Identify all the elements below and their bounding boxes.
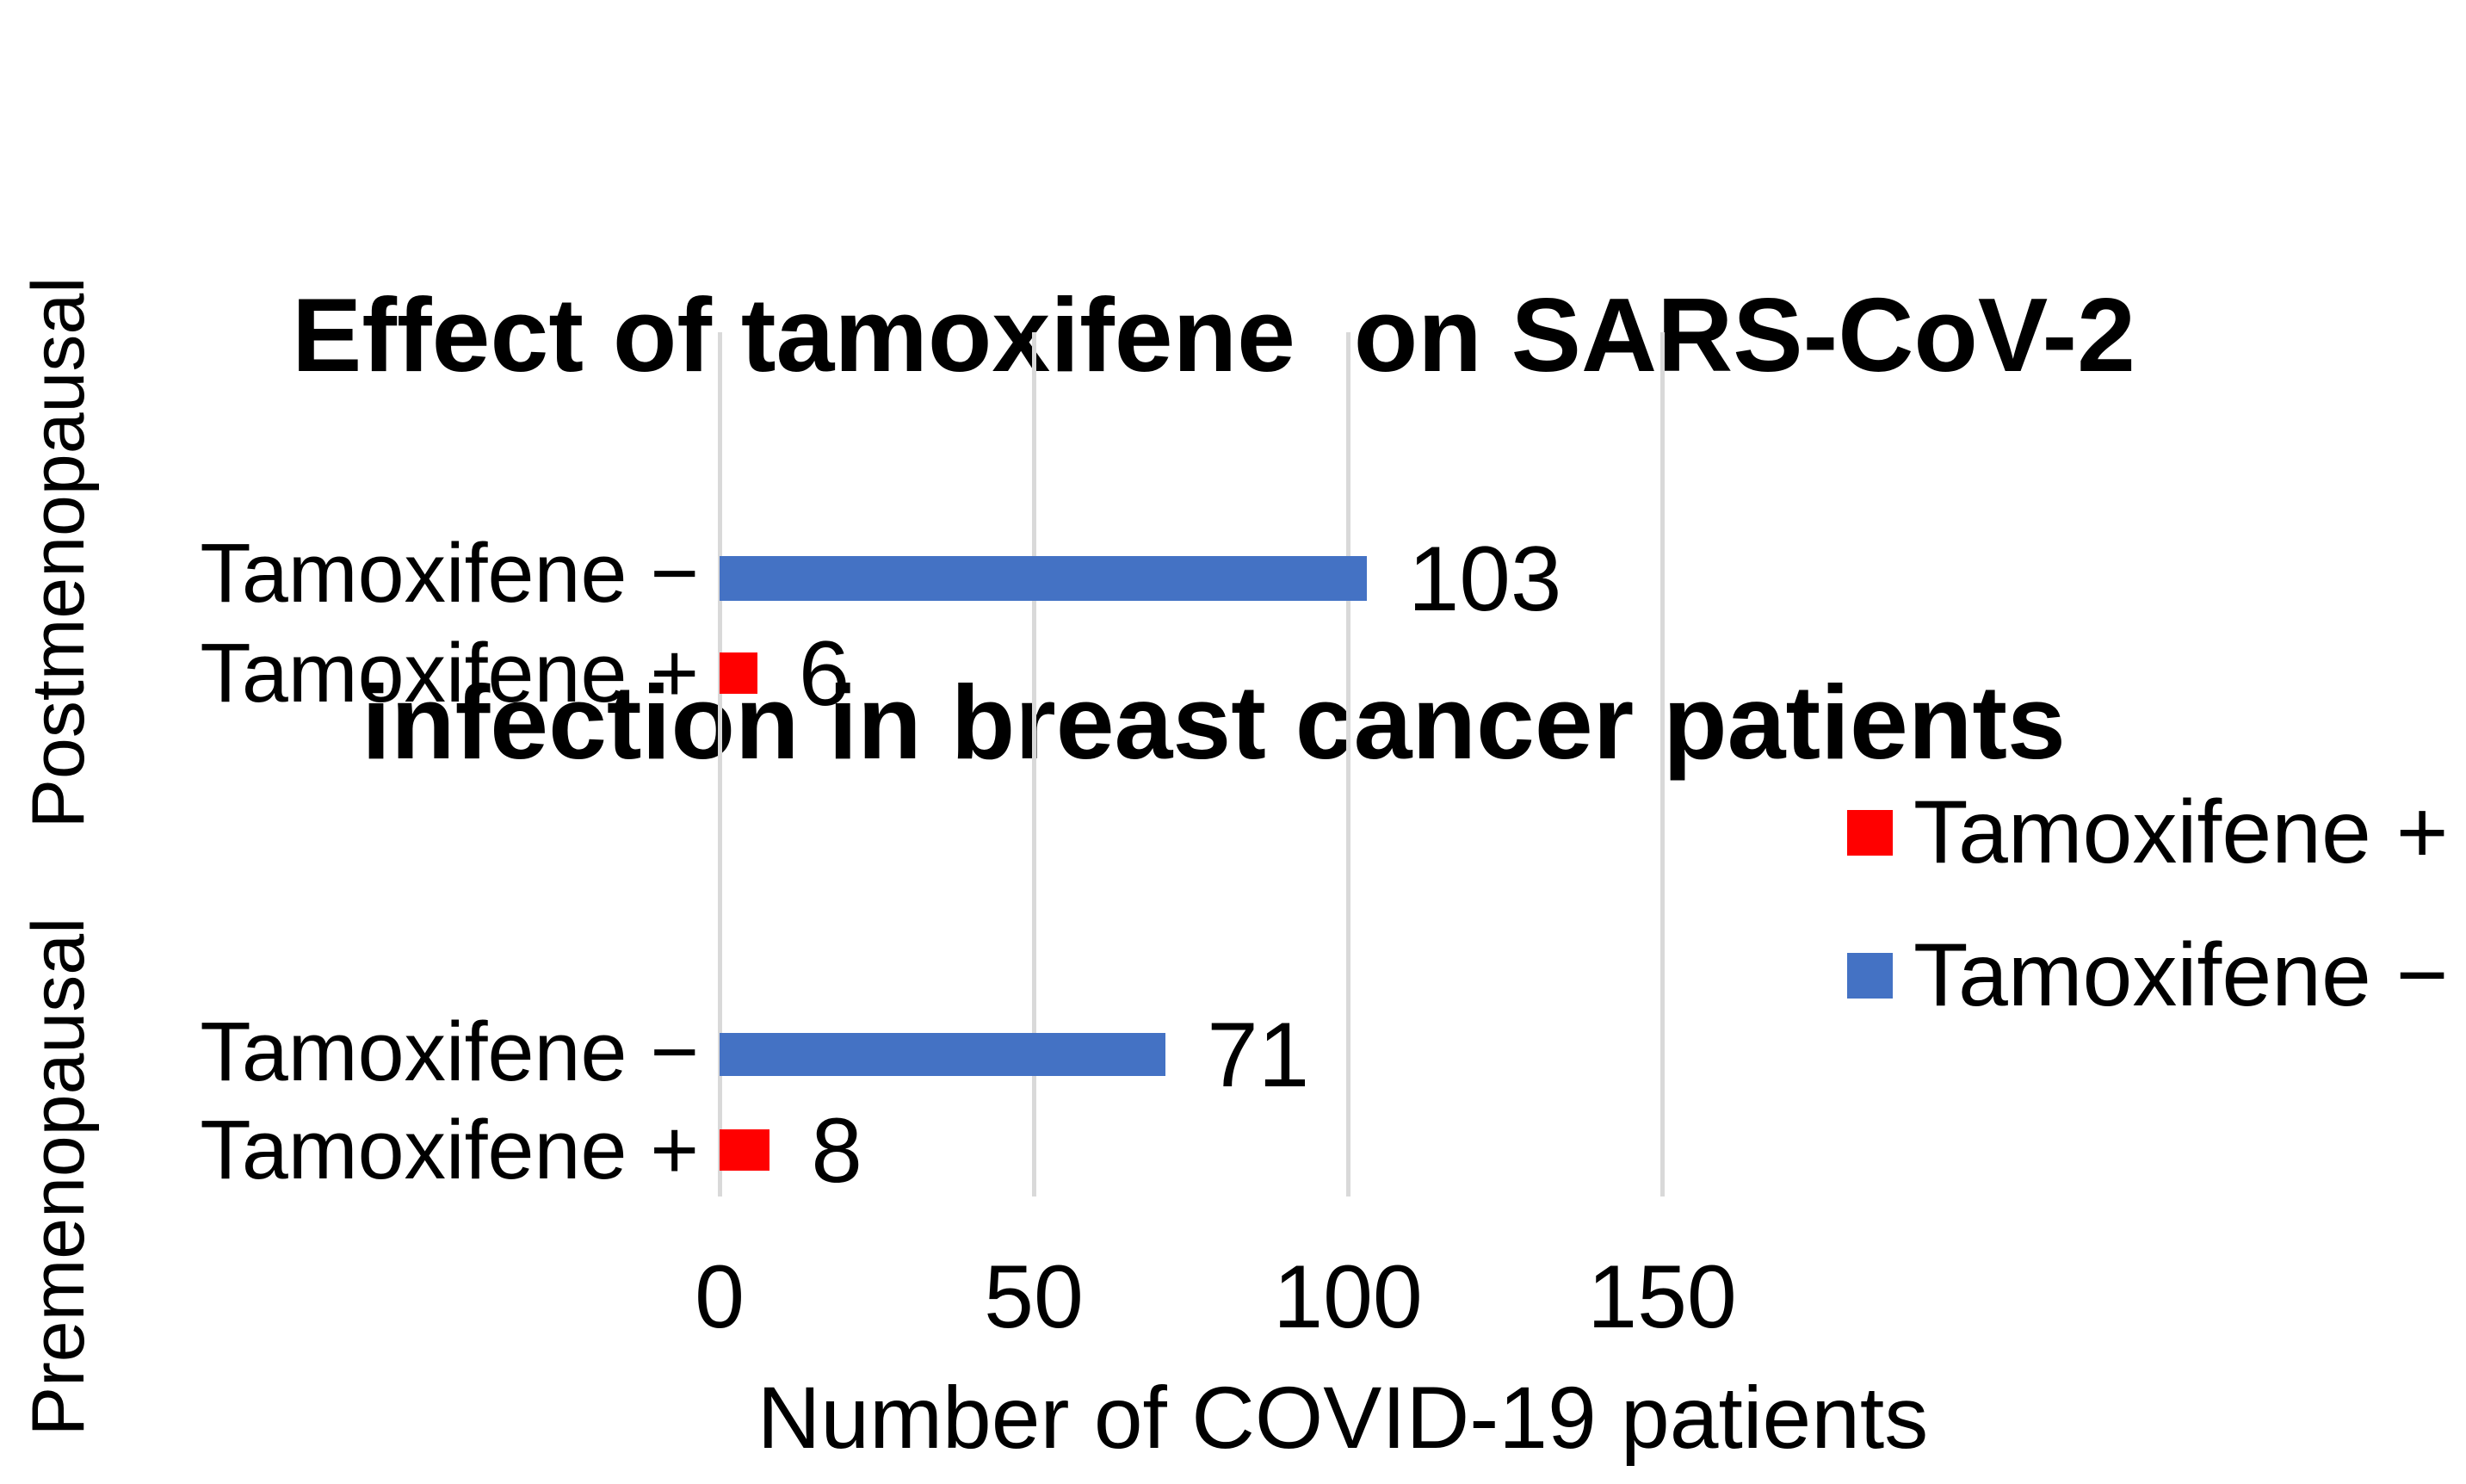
chart-title: Effect of tamoxifene on SARS-CoV-2 infec… [0,12,2427,1045]
legend-swatch-red [1847,809,1893,856]
bar-pre-tamoxifene-minus [720,1033,1166,1076]
x-tick-label: 0 [695,1247,745,1347]
x-axis-title: Number of COVID-19 patients [757,1369,1929,1467]
category-label-post-tamoxifene-plus: Tamoxifene + [200,626,699,720]
bar-value-label: 8 [811,1098,862,1202]
bar-value-label: 103 [1407,526,1562,630]
bar-row-pre-tamoxifene-plus: 8 [720,1104,862,1196]
category-label-pre-tamoxifene-plus: Tamoxifene + [200,1103,699,1196]
bar-post-tamoxifene-minus [720,556,1367,601]
legend-label: Tamoxifene − [1913,925,2449,1025]
chart-title-line2: infection in breast cancer patients [362,664,2066,781]
legend-item-tamoxifene-plus: Tamoxifene + [1847,785,2466,880]
bar-value-label: 6 [798,621,850,725]
bar-row-pre-tamoxifene-minus: 71 [720,1008,1309,1100]
group-label-postmenopausal: Postmenopausal [17,276,100,829]
group-label-premenopausal: Premenopausal [17,917,100,1437]
legend-item-tamoxifene-minus: Tamoxifene − [1847,928,2466,1023]
gridline [1660,332,1665,1196]
plot-area: 103 6 71 8 [718,332,1773,1196]
bar-pre-tamoxifene-plus [720,1129,770,1171]
bar-value-label: 71 [1207,1002,1310,1106]
bar-row-post-tamoxifene-plus: 6 [720,627,850,719]
bar-post-tamoxifene-plus [720,652,757,694]
bar-row-post-tamoxifene-minus: 103 [720,532,1561,624]
legend-label: Tamoxifene + [1913,782,2449,882]
chart-title-line1: Effect of tamoxifene on SARS-CoV-2 [291,276,2136,393]
x-tick-label: 100 [1273,1247,1423,1347]
x-tick-label: 50 [984,1247,1084,1347]
x-tick-label: 150 [1587,1247,1737,1347]
gridline [1346,332,1350,1196]
gridline [718,332,722,1196]
category-label-post-tamoxifene-minus: Tamoxifene − [200,526,699,620]
category-label-pre-tamoxifene-minus: Tamoxifene − [200,1005,699,1098]
gridline [1032,332,1036,1196]
legend: Tamoxifene + Tamoxifene − [1847,785,2466,1071]
legend-swatch-blue [1847,952,1893,999]
